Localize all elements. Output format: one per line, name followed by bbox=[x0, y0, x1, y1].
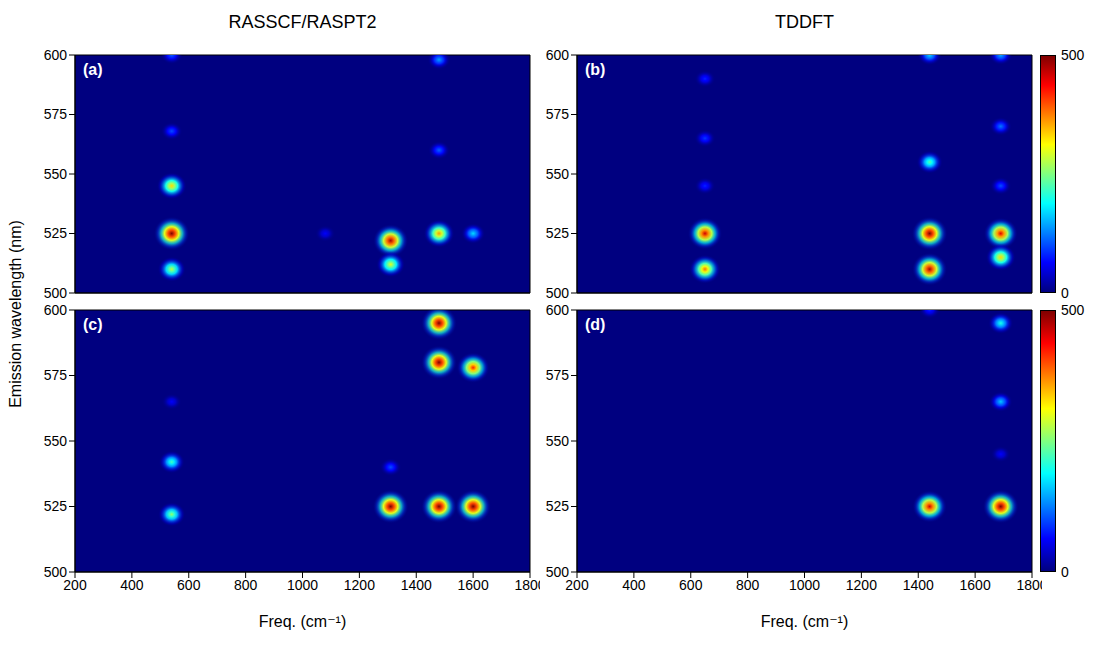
html-text:(c): (c) bbox=[83, 316, 103, 333]
svg-text:575: 575 bbox=[44, 106, 68, 122]
svg-text:1000: 1000 bbox=[789, 577, 820, 593]
html-text:(a): (a) bbox=[83, 61, 103, 78]
html-text:500: 500 bbox=[1061, 47, 1085, 63]
svg-text:525: 525 bbox=[546, 498, 570, 514]
svg-text:600: 600 bbox=[44, 305, 68, 318]
html-text:RASSCF/RASPT2: RASSCF/RASPT2 bbox=[228, 12, 377, 32]
html-text:500: 500 bbox=[1061, 302, 1085, 318]
svg-text:575: 575 bbox=[546, 367, 570, 383]
html-text:(d): (d) bbox=[585, 316, 606, 333]
svg-text:600: 600 bbox=[546, 50, 570, 63]
svg-text:1400: 1400 bbox=[903, 577, 934, 593]
svg-text:1800: 1800 bbox=[1016, 577, 1042, 593]
html-text:(b): (b) bbox=[585, 61, 606, 78]
svg-text:400: 400 bbox=[120, 577, 144, 593]
svg-text:1200: 1200 bbox=[846, 577, 877, 593]
svg-text:600: 600 bbox=[679, 577, 703, 593]
svg-text:525: 525 bbox=[44, 498, 68, 514]
svg-text:1400: 1400 bbox=[401, 577, 432, 593]
svg-text:400: 400 bbox=[622, 577, 646, 593]
svg-text:1000: 1000 bbox=[287, 577, 318, 593]
svg-text:500: 500 bbox=[546, 564, 570, 580]
svg-text:500: 500 bbox=[44, 564, 68, 580]
html-text:0: 0 bbox=[1061, 564, 1069, 580]
svg-text:575: 575 bbox=[546, 106, 570, 122]
svg-text:550: 550 bbox=[44, 433, 68, 449]
svg-text:525: 525 bbox=[44, 225, 68, 241]
html-text:Emission wavelength (nm): Emission wavelength (nm) bbox=[7, 219, 24, 408]
html-text:0: 0 bbox=[1061, 285, 1069, 301]
svg-text:200: 200 bbox=[565, 576, 589, 593]
svg-text:550: 550 bbox=[44, 166, 68, 182]
svg-text:550: 550 bbox=[546, 433, 570, 449]
svg-text:1600: 1600 bbox=[960, 577, 991, 593]
html-text:TDDFT: TDDFT bbox=[775, 12, 834, 32]
svg-text:800: 800 bbox=[736, 577, 760, 593]
svg-text:1600: 1600 bbox=[458, 577, 489, 593]
svg-text:200: 200 bbox=[63, 576, 87, 593]
svg-text:575: 575 bbox=[44, 367, 68, 383]
svg-text:800: 800 bbox=[234, 577, 258, 593]
html-text:Freq. (cm⁻¹): Freq. (cm⁻¹) bbox=[258, 613, 347, 630]
svg-text:600: 600 bbox=[177, 577, 201, 593]
svg-text:550: 550 bbox=[546, 166, 570, 182]
html-text:Freq. (cm⁻¹): Freq. (cm⁻¹) bbox=[760, 613, 849, 630]
svg-text:500: 500 bbox=[44, 285, 68, 299]
svg-text:1200: 1200 bbox=[344, 577, 375, 593]
svg-text:500: 500 bbox=[546, 285, 570, 299]
svg-text:600: 600 bbox=[546, 305, 570, 318]
svg-text:1800: 1800 bbox=[514, 577, 540, 593]
svg-text:525: 525 bbox=[546, 225, 570, 241]
svg-text:600: 600 bbox=[44, 50, 68, 63]
